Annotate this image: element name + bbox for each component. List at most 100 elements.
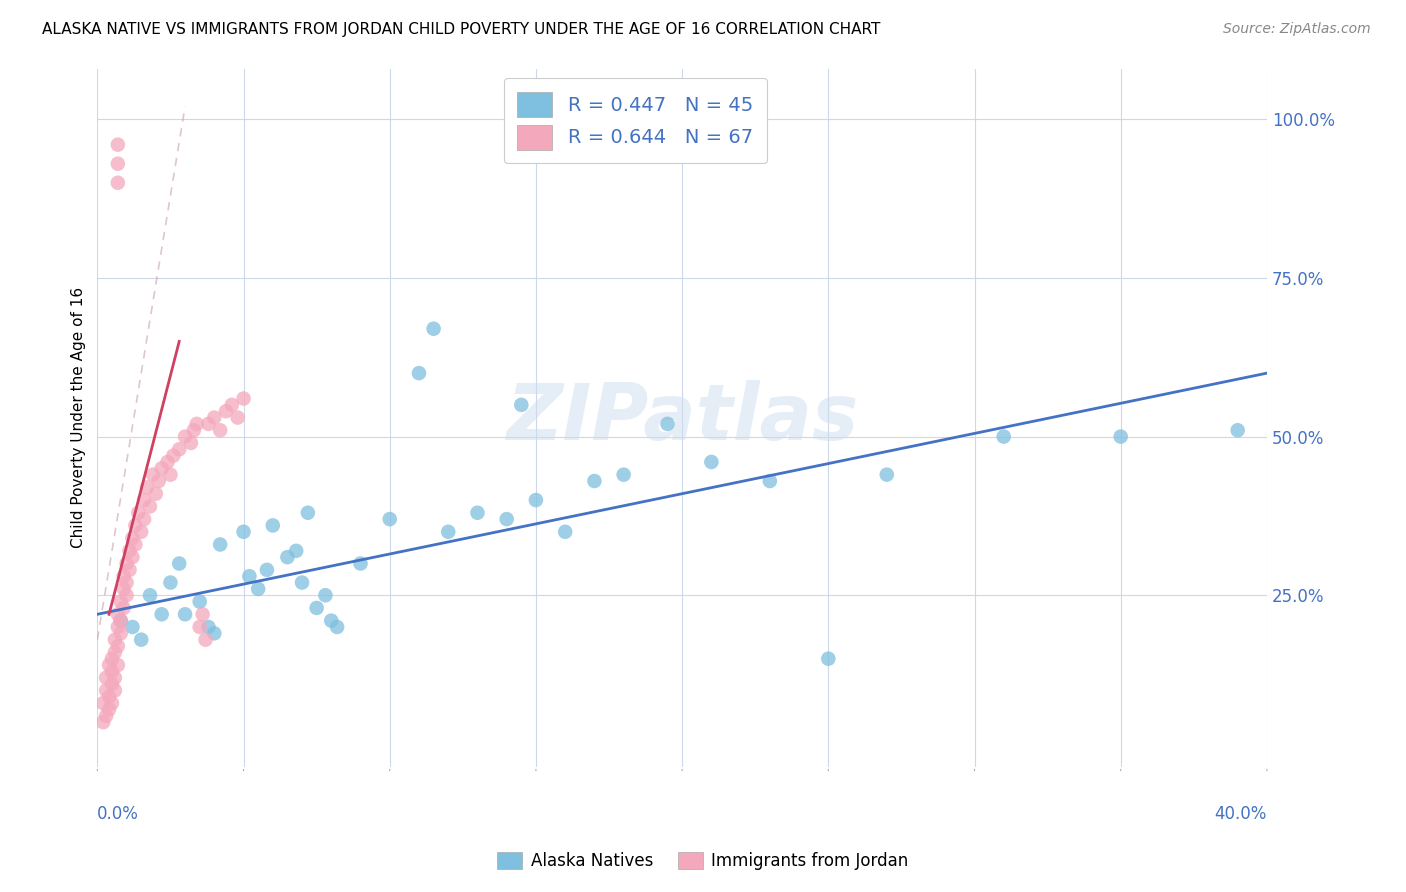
Point [215, 404, 238, 418]
Point [276, 550, 298, 565]
Point [209, 423, 232, 437]
Point [209, 537, 232, 551]
Point [197, 620, 219, 634]
Point [107, 176, 129, 190]
Point [437, 524, 460, 539]
Point [98, 658, 121, 673]
Point [174, 429, 197, 443]
Point [305, 601, 328, 615]
Point [232, 392, 254, 406]
Point [408, 366, 430, 380]
Point [101, 651, 124, 665]
Point [118, 563, 141, 577]
Point [1109, 429, 1132, 443]
Point [101, 696, 124, 710]
Point [91, 696, 114, 710]
Point [188, 620, 211, 634]
Point [115, 575, 138, 590]
Point [262, 518, 284, 533]
Point [349, 557, 371, 571]
Point [148, 474, 170, 488]
Point [297, 506, 319, 520]
Point [101, 677, 124, 691]
Point [134, 493, 156, 508]
Point [121, 550, 143, 565]
Point [232, 524, 254, 539]
Point [142, 467, 165, 482]
Point [121, 620, 143, 634]
Point [104, 645, 127, 659]
Point [174, 607, 197, 622]
Point [422, 322, 444, 336]
Point [159, 467, 181, 482]
Text: ZIPatlas: ZIPatlas [506, 380, 858, 456]
Point [554, 524, 576, 539]
Point [98, 702, 121, 716]
Point [238, 569, 260, 583]
Point [124, 537, 146, 551]
Point [98, 690, 121, 704]
Point [162, 449, 184, 463]
Point [150, 461, 173, 475]
Point [145, 486, 167, 500]
Point [467, 506, 489, 520]
Point [167, 557, 190, 571]
Point [314, 588, 336, 602]
Point [121, 531, 143, 545]
Point [583, 474, 606, 488]
Legend: Alaska Natives, Immigrants from Jordan: Alaska Natives, Immigrants from Jordan [491, 845, 915, 877]
Point [107, 658, 129, 673]
Point [247, 582, 270, 596]
Point [256, 563, 278, 577]
Point [321, 614, 343, 628]
Point [110, 594, 132, 608]
Point [159, 575, 181, 590]
Point [115, 557, 138, 571]
Point [110, 614, 132, 628]
Point [194, 632, 217, 647]
Point [817, 651, 839, 665]
Point [226, 410, 249, 425]
Point [378, 512, 401, 526]
Point [285, 544, 308, 558]
Point [115, 588, 138, 602]
Point [139, 588, 162, 602]
Point [94, 671, 117, 685]
Point [167, 442, 190, 457]
Text: ALASKA NATIVE VS IMMIGRANTS FROM JORDAN CHILD POVERTY UNDER THE AGE OF 16 CORREL: ALASKA NATIVE VS IMMIGRANTS FROM JORDAN … [42, 22, 880, 37]
Point [107, 137, 129, 152]
Point [326, 620, 349, 634]
Point [129, 632, 152, 647]
Point [188, 594, 211, 608]
Point [94, 708, 117, 723]
Point [1226, 423, 1249, 437]
Point [197, 417, 219, 431]
Point [107, 639, 129, 653]
Point [136, 480, 159, 494]
Point [221, 398, 243, 412]
Point [202, 410, 225, 425]
Y-axis label: Child Poverty Under the Age of 16: Child Poverty Under the Age of 16 [72, 287, 86, 548]
Point [134, 512, 156, 526]
Point [700, 455, 723, 469]
Point [657, 417, 679, 431]
Text: 40.0%: 40.0% [1215, 805, 1267, 823]
Point [127, 506, 149, 520]
Point [613, 467, 636, 482]
Point [112, 582, 135, 596]
Point [139, 500, 162, 514]
Point [107, 607, 129, 622]
Point [495, 512, 517, 526]
Point [150, 607, 173, 622]
Point [104, 683, 127, 698]
Point [110, 626, 132, 640]
Text: 0.0%: 0.0% [97, 805, 139, 823]
Point [104, 632, 127, 647]
Point [993, 429, 1015, 443]
Point [129, 524, 152, 539]
Point [104, 671, 127, 685]
Point [107, 157, 129, 171]
Point [876, 467, 898, 482]
Point [112, 569, 135, 583]
Point [291, 575, 314, 590]
